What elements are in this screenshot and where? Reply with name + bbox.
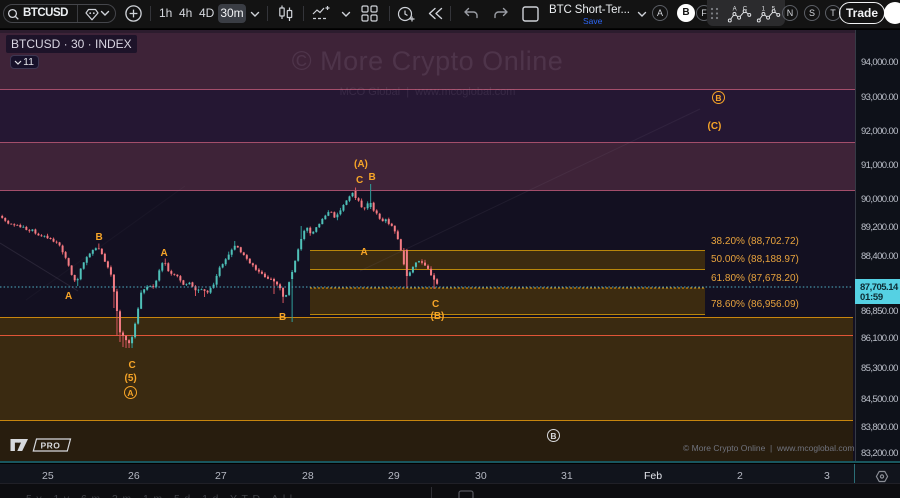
- svg-text:PRO: PRO: [41, 441, 61, 451]
- svg-text:A: A: [733, 6, 737, 12]
- svg-text:C: C: [743, 6, 748, 12]
- svg-text:1: 1: [762, 6, 766, 12]
